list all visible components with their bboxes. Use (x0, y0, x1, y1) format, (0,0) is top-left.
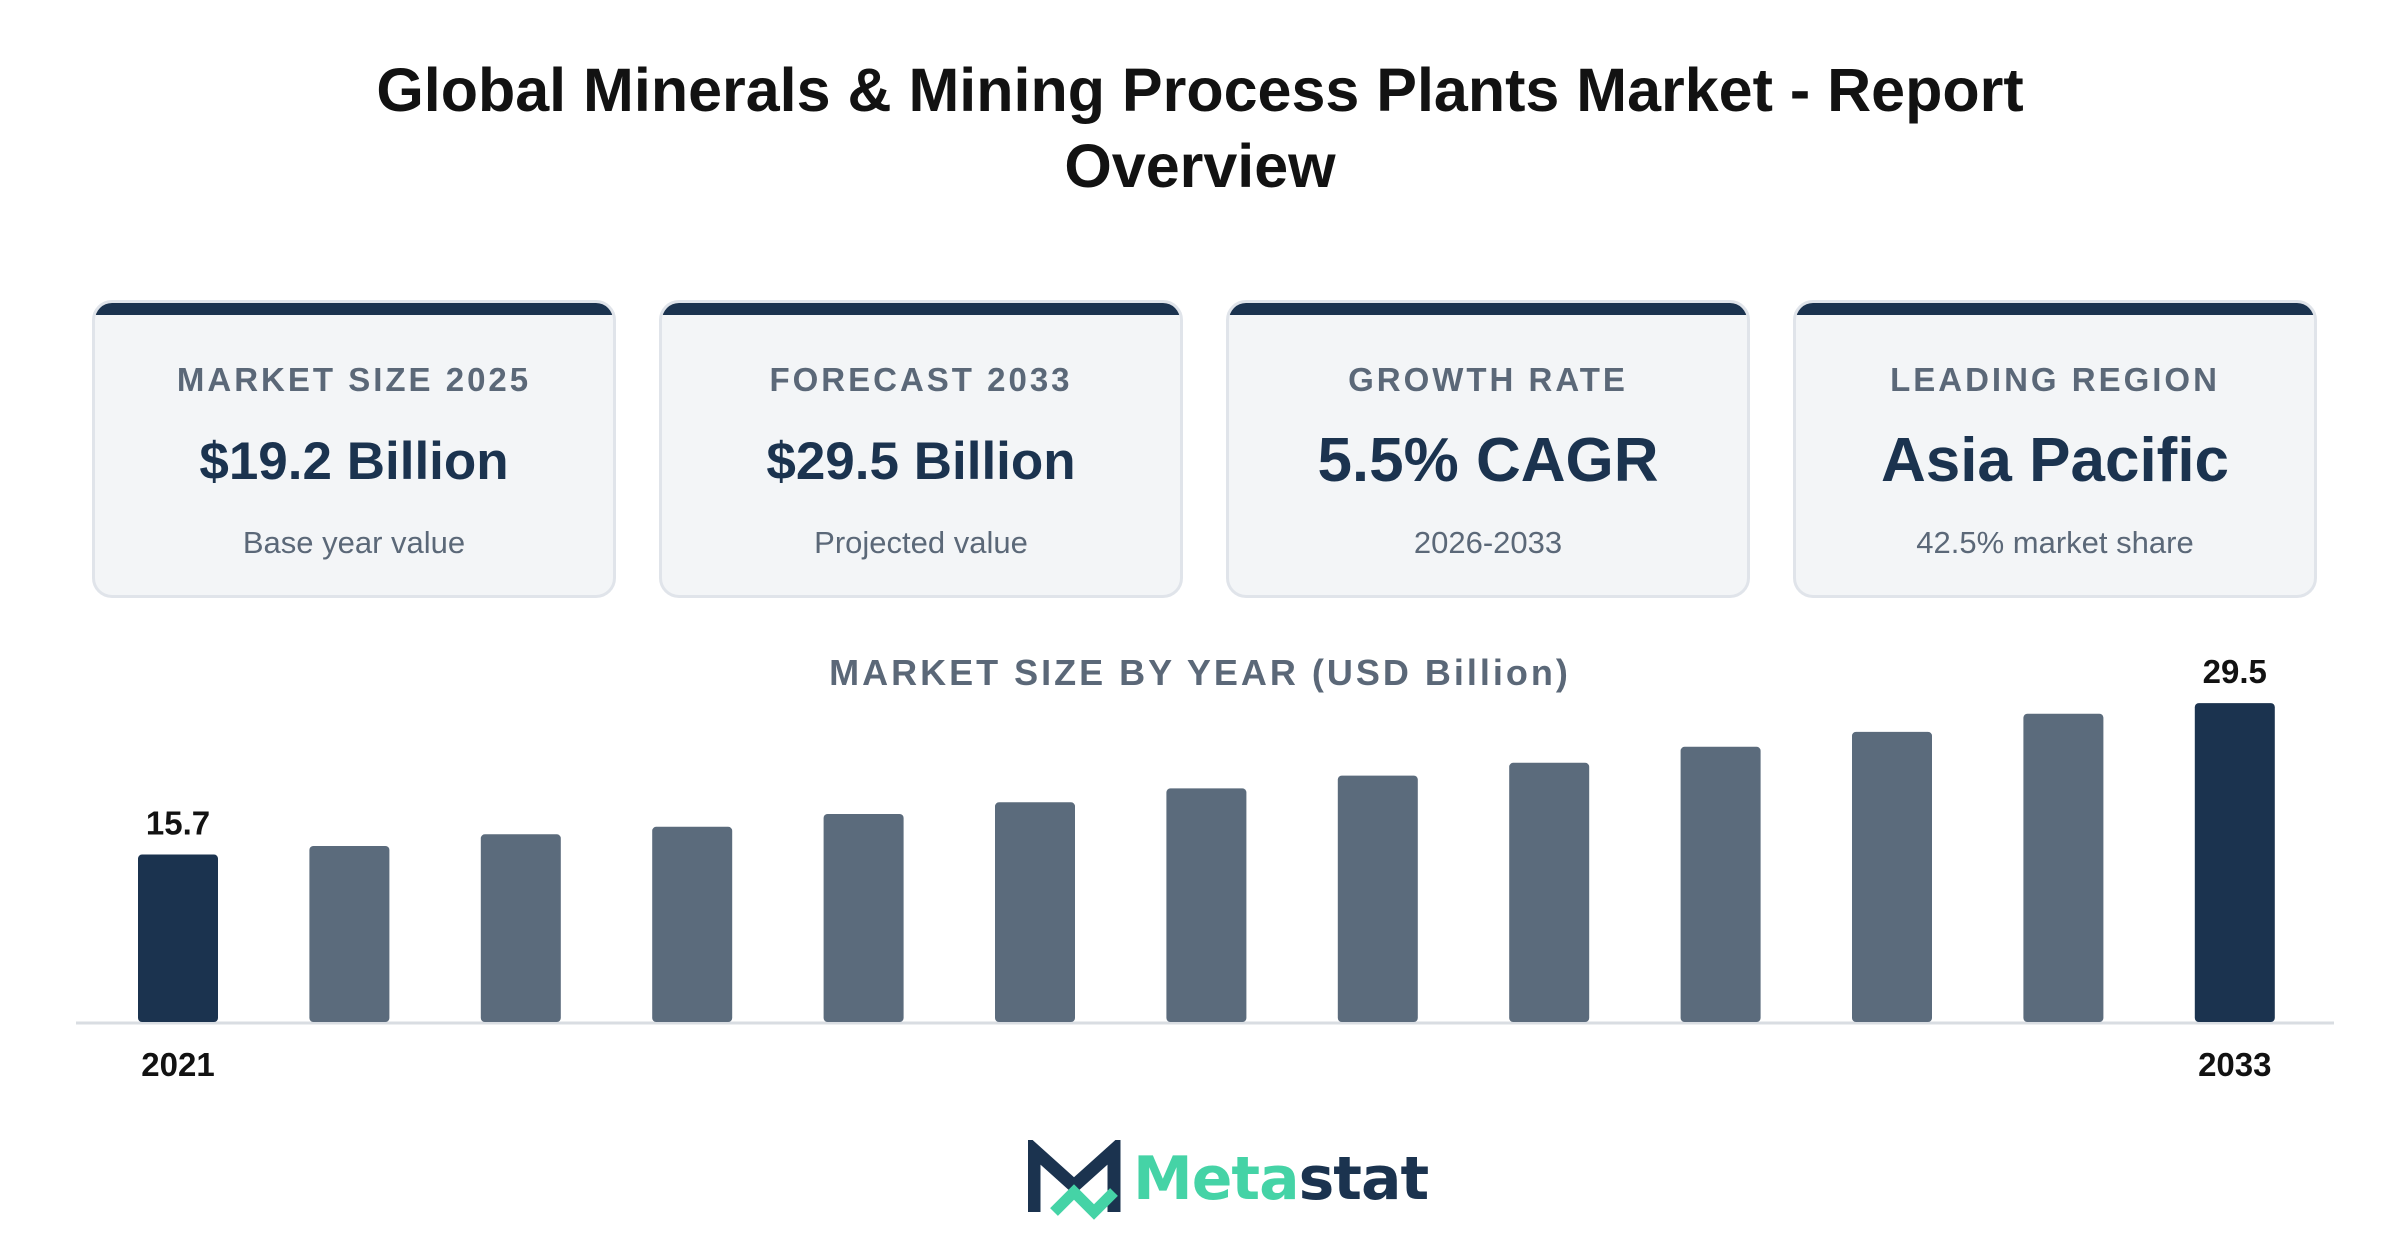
card-forecast: FORECAST 2033 $29.5 Billion Projected va… (659, 300, 1183, 598)
bar-2027 (1166, 788, 1247, 1022)
card-leading-region: LEADING REGION Asia Pacific 42.5% market… (1793, 300, 2317, 598)
logo-text-part2: stat (1298, 1144, 1430, 1214)
card-accent-bar (1229, 303, 1747, 315)
card-label: LEADING REGION (1890, 361, 2220, 398)
bar-2026 (995, 802, 1075, 1022)
card-subtext: Base year value (242, 525, 466, 560)
data-label-2021: 15.7 (146, 805, 210, 842)
bar-2033 (2194, 703, 2275, 1022)
page-title: Global Minerals & Mining Process Plants … (376, 56, 2024, 200)
card-accent-bar (662, 303, 1180, 315)
card-growth-rate: GROWTH RATE 5.5% CAGR 2026-2033 (1226, 300, 1750, 598)
logo-mark-icon (1028, 1140, 1121, 1220)
card-subtext: 2026-2033 (1413, 525, 1563, 560)
bar-2021 (138, 854, 218, 1022)
tick-label-2033: 2033 (2198, 1046, 2271, 1083)
card-market-size: MARKET SIZE 2025 $19.2 Billion Base year… (92, 300, 616, 598)
card-label: GROWTH RATE (1348, 361, 1628, 398)
logo-text-part1: Meta (1133, 1144, 1300, 1214)
card-value: 5.5% CAGR (1317, 426, 1659, 495)
card-value: $19.2 Billion (199, 432, 509, 491)
card-subtext: 42.5% market share (1916, 525, 2194, 560)
chart-title: MARKET SIZE BY YEAR (USD Billion) (829, 652, 1571, 693)
bar-2029 (1509, 762, 1590, 1022)
card-value: Asia Pacific (1880, 426, 2230, 495)
card-subtext: Projected value (814, 525, 1028, 560)
card-label: FORECAST 2033 (769, 361, 1073, 398)
card-accent-bar (95, 303, 613, 315)
bar-2022 (309, 846, 390, 1022)
metastat-logo: Metastat (1028, 1140, 1429, 1220)
bar-2023 (480, 834, 561, 1022)
bar-2024 (652, 826, 733, 1022)
summary-cards: MARKET SIZE 2025 $19.2 Billion Base year… (92, 300, 2322, 604)
bar-2025 (823, 814, 904, 1022)
bar-2031 (1852, 731, 1932, 1022)
card-accent-bar (1796, 303, 2314, 315)
bar-2028 (1337, 775, 1418, 1022)
data-label-2033: 29.5 (2203, 653, 2267, 690)
card-value: $29.5 Billion (766, 432, 1076, 491)
bar-2030 (1680, 746, 1761, 1022)
logo-wordmark: Metastat (1133, 1144, 1430, 1214)
tick-label-2021: 2021 (141, 1046, 214, 1083)
card-label: MARKET SIZE 2025 (176, 361, 532, 398)
bar-2032 (2023, 713, 2104, 1022)
